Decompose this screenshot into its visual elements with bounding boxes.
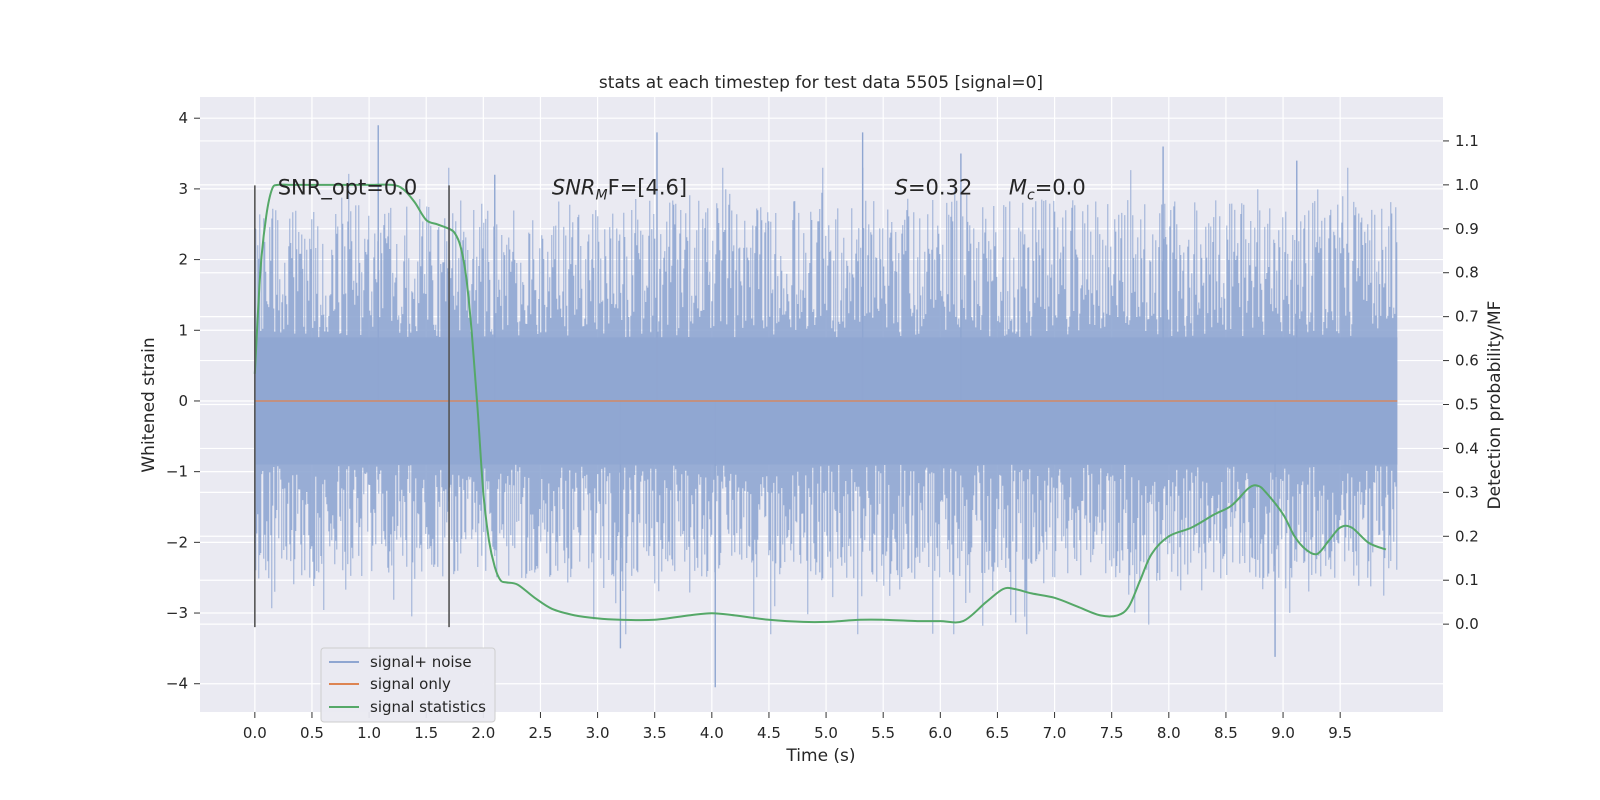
x-tick-label: 5.5: [871, 724, 895, 742]
x-tick-label: 1.5: [414, 724, 438, 742]
y-right-tick-label: 0.4: [1455, 439, 1479, 457]
y-tick-label: 4: [178, 109, 188, 127]
y-tick-label: 1: [178, 321, 188, 339]
x-tick-label: 3.0: [586, 724, 610, 742]
y-tick-label: −3: [166, 604, 188, 622]
x-tick-label: 3.5: [643, 724, 667, 742]
chart-title: stats at each timestep for test data 550…: [599, 73, 1043, 93]
series-lines: [253, 183, 1398, 624]
annotation: SNRMF=[4.6]: [552, 175, 687, 203]
annotation: S=0.32: [895, 175, 973, 199]
y-right-tick-label: 0.6: [1455, 352, 1479, 370]
y-tick-label: 0: [178, 392, 188, 410]
y-right-tick-label: 0.8: [1455, 264, 1479, 282]
x-axis-title: Time (s): [785, 746, 855, 766]
annotation: Mc=0.0: [1009, 175, 1086, 203]
x-tick-label: 8.0: [1157, 724, 1181, 742]
y-right-axis-title: Detection probability/MF: [1485, 301, 1505, 510]
legend-box: [320, 647, 496, 723]
y-right-tick-label: 1.1: [1455, 132, 1479, 150]
annotation: SNR_opt=0.0: [278, 175, 418, 200]
x-tick-label: 2.0: [471, 724, 495, 742]
y-right-tick-label: 0.3: [1455, 483, 1479, 501]
y-right-tick-label: 1.0: [1455, 176, 1479, 194]
legend-label-noise: signal+ noise: [370, 653, 472, 671]
y-right-tick-label: 0.7: [1455, 308, 1479, 326]
x-tick-label: 1.0: [357, 724, 381, 742]
y-tick-label: −1: [166, 463, 188, 481]
x-tick-label: 6.0: [928, 724, 952, 742]
x-tick-label: 5.0: [814, 724, 838, 742]
x-tick-label: 0.5: [300, 724, 324, 742]
x-tick-label: 2.5: [529, 724, 553, 742]
annotations: SNR_opt=0.0 SNRMF=[4.6] S=0.32 Mc=0.0: [278, 175, 1086, 203]
y-tick-label: 3: [178, 180, 188, 198]
legend-label-statistics: signal statistics: [370, 698, 486, 716]
x-tick-label: 4.0: [700, 724, 724, 742]
signal-statistics-line: [253, 183, 1387, 624]
y-right-tick-label: 0.9: [1455, 220, 1479, 238]
y-axis-title: Whitened strain: [139, 337, 159, 472]
x-tick-label: 0.0: [243, 724, 267, 742]
y-right-tick-label: 0.1: [1455, 571, 1479, 589]
x-tick-label: 7.5: [1100, 724, 1124, 742]
legend-label-signal: signal only: [370, 675, 451, 693]
vertical-markers: [254, 185, 450, 628]
y-right-tick-label: 0.2: [1455, 527, 1479, 545]
x-tick-label: 7.0: [1043, 724, 1067, 742]
x-tick-label: 9.5: [1328, 724, 1352, 742]
axes: 0.0 0.5 1.0 1.5 2.0 2.5 3.0 3.5 4.0 4.5 5.0 5.5 6.0 6…: [166, 109, 1479, 742]
y-right-tick-label: 0.0: [1455, 615, 1479, 633]
x-tick-label: 8.5: [1214, 724, 1238, 742]
x-tick-label: 6.5: [986, 724, 1010, 742]
y-tick-label: −4: [166, 675, 188, 693]
x-tick-label: 9.0: [1271, 724, 1295, 742]
y-tick-label: 2: [178, 251, 188, 269]
y-right-tick-label: 0.5: [1455, 396, 1479, 414]
legend: signal+ noise signal only signal statist…: [320, 647, 496, 723]
y-tick-label: −2: [166, 533, 188, 551]
x-tick-label: 4.5: [757, 724, 781, 742]
